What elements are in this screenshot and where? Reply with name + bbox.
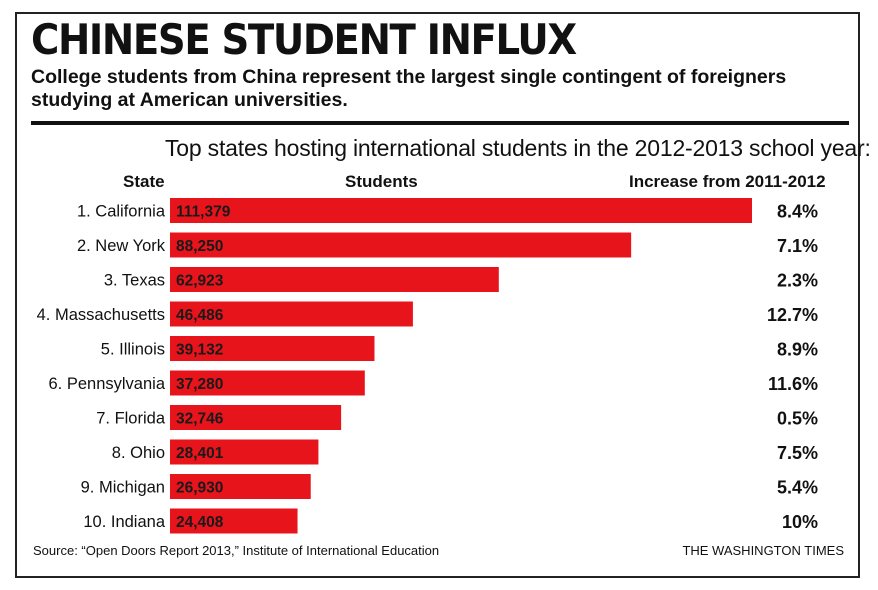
increase-label: 10%	[782, 512, 818, 532]
state-label: 2. New York	[77, 237, 166, 255]
bar-value-label: 39,132	[176, 342, 223, 359]
column-header-students: Students	[345, 172, 418, 191]
chart-heading: Top states hosting international student…	[165, 135, 871, 161]
bar	[170, 370, 365, 396]
source-note: Source: “Open Doors Report 2013,” Instit…	[33, 543, 440, 558]
increase-label: 8.4%	[777, 202, 818, 222]
bar-value-label: 26,930	[176, 480, 223, 497]
state-label: 9. Michigan	[81, 479, 165, 497]
increase-label: 2.3%	[777, 271, 818, 291]
infographic-subtitle: College students from China represent th…	[31, 66, 787, 111]
bar	[170, 198, 752, 223]
bar	[170, 336, 375, 361]
bar-value-label: 111,379	[176, 204, 231, 221]
increase-label: 7.1%	[777, 236, 818, 256]
bar	[170, 474, 311, 499]
increase-label: 8.9%	[777, 340, 818, 360]
bar	[170, 508, 298, 534]
bar	[170, 405, 342, 430]
bar-value-label: 37,280	[176, 376, 223, 393]
column-header-increase: Increase from 2011-2012	[629, 172, 826, 191]
state-label: 10. Indiana	[83, 513, 165, 531]
bar-value-label: 24,408	[176, 514, 224, 531]
bar	[170, 267, 499, 292]
increase-label: 0.5%	[777, 409, 818, 429]
increase-label: 12.7%	[767, 305, 818, 325]
infographic-title: CHINESE STUDENT INFLUX	[31, 15, 577, 64]
state-label: 3. Texas	[104, 272, 165, 290]
state-label: 4. Massachusetts	[37, 306, 165, 324]
bar-value-label: 62,923	[176, 273, 224, 290]
publisher-credit: THE WASHINGTON TIMES	[682, 543, 844, 558]
bar-value-label: 88,250	[176, 238, 223, 255]
column-header-state: State	[123, 172, 165, 191]
state-label: 8. Ohio	[112, 444, 165, 462]
bar-value-label: 46,486	[176, 307, 224, 324]
bar-chart: 1. California 111,379 8.4% 2. New York 88,25…	[37, 198, 818, 534]
bar	[170, 232, 632, 258]
bar-value-label: 32,746	[176, 411, 224, 428]
bar	[170, 301, 413, 327]
bar-value-label: 28,401	[176, 445, 224, 462]
increase-label: 5.4%	[777, 478, 818, 498]
increase-label: 7.5%	[777, 443, 818, 463]
title-divider	[31, 121, 849, 125]
state-label: 5. Illinois	[101, 341, 165, 359]
bar	[170, 439, 319, 465]
state-label: 6. Pennsylvania	[49, 375, 166, 393]
state-label: 1. California	[77, 203, 166, 221]
infographic-frame: CHINESE STUDENT INFLUX College students …	[15, 12, 871, 578]
increase-label: 11.6%	[768, 374, 818, 394]
state-label: 7. Florida	[96, 410, 166, 428]
